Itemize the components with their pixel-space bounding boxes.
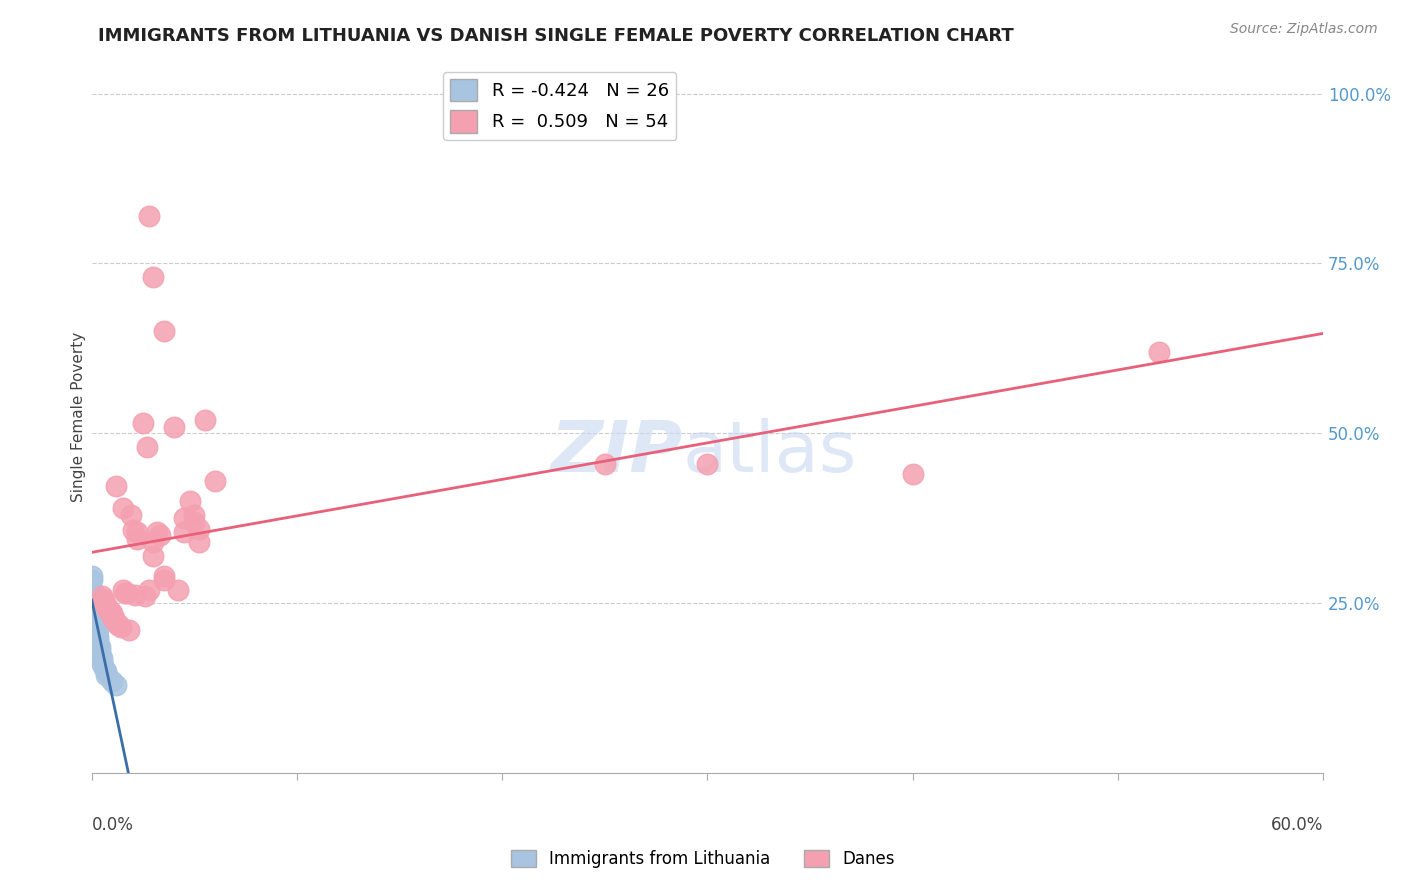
Point (101, 607, 124, 621)
Text: ZIP: ZIP (551, 417, 683, 486)
Point (136, 440, 159, 454)
Point (187, 522, 209, 536)
Point (187, 535, 209, 549)
Point (83, 603, 105, 617)
Point (901, 467, 924, 482)
Point (96, 665, 118, 679)
Point (98, 604, 121, 618)
Point (84, 616, 107, 631)
Point (125, 532, 148, 546)
Point (101, 674, 124, 689)
Point (91, 590, 114, 604)
Point (593, 457, 616, 471)
Text: IMMIGRANTS FROM LITHUANIA VS DANISH SINGLE FEMALE POVERTY CORRELATION CHART: IMMIGRANTS FROM LITHUANIA VS DANISH SING… (98, 27, 1014, 45)
Point (138, 582, 160, 597)
Point (111, 582, 134, 597)
Point (142, 535, 165, 549)
Point (148, 528, 170, 542)
Point (105, 479, 128, 493)
Point (89, 640, 111, 655)
Point (83, 586, 105, 600)
Point (103, 613, 125, 627)
Point (125, 524, 148, 539)
Point (105, 678, 128, 692)
Point (97, 603, 120, 617)
Point (103, 611, 125, 625)
Point (107, 618, 129, 632)
Point (96, 599, 118, 614)
Point (83, 590, 105, 604)
Point (84, 620, 107, 634)
Point (91, 657, 114, 672)
Point (97, 601, 120, 615)
Point (87, 637, 110, 651)
Point (107, 616, 129, 631)
Point (179, 494, 201, 508)
Point (167, 582, 190, 597)
Point (194, 413, 217, 427)
Point (84, 613, 107, 627)
Point (138, 209, 160, 223)
Point (114, 586, 136, 600)
Text: 60.0%: 60.0% (1271, 816, 1323, 834)
Point (696, 457, 718, 471)
Point (121, 523, 143, 537)
Point (84, 607, 107, 621)
Point (124, 588, 146, 602)
Point (89, 644, 111, 658)
Point (115, 586, 138, 600)
Point (87, 630, 110, 644)
Point (173, 511, 195, 525)
Point (134, 590, 156, 604)
Text: 0.0%: 0.0% (91, 816, 134, 834)
Point (204, 474, 226, 488)
Point (80, 573, 103, 587)
Point (183, 515, 205, 529)
Point (146, 524, 169, 539)
Point (152, 569, 174, 583)
Point (163, 419, 186, 434)
Point (183, 508, 205, 522)
Point (89, 647, 111, 661)
Point (142, 270, 165, 285)
Text: Source: ZipAtlas.com: Source: ZipAtlas.com (1230, 22, 1378, 37)
Point (93, 596, 115, 610)
Point (132, 416, 155, 430)
Point (93, 593, 115, 607)
Point (93, 661, 115, 675)
Text: atlas: atlas (683, 417, 858, 486)
Point (120, 508, 142, 522)
Point (152, 325, 174, 339)
Point (87, 624, 110, 638)
Point (80, 569, 103, 583)
Legend: Immigrants from Lithuania, Danes: Immigrants from Lithuania, Danes (505, 843, 901, 875)
Legend: R = -0.424   N = 26, R =  0.509   N = 54: R = -0.424 N = 26, R = 0.509 N = 54 (443, 72, 676, 140)
Y-axis label: Single Female Poverty: Single Female Poverty (72, 331, 86, 501)
Point (91, 650, 114, 665)
Point (142, 549, 165, 563)
Point (111, 501, 134, 516)
Point (96, 598, 118, 612)
Point (1147, 344, 1170, 359)
Point (101, 610, 124, 624)
Point (91, 654, 114, 668)
Point (118, 624, 141, 638)
Point (87, 633, 110, 648)
Point (152, 573, 174, 587)
Point (173, 524, 195, 539)
Point (96, 667, 118, 681)
Point (110, 620, 132, 634)
Point (83, 599, 105, 614)
Point (83, 593, 105, 607)
